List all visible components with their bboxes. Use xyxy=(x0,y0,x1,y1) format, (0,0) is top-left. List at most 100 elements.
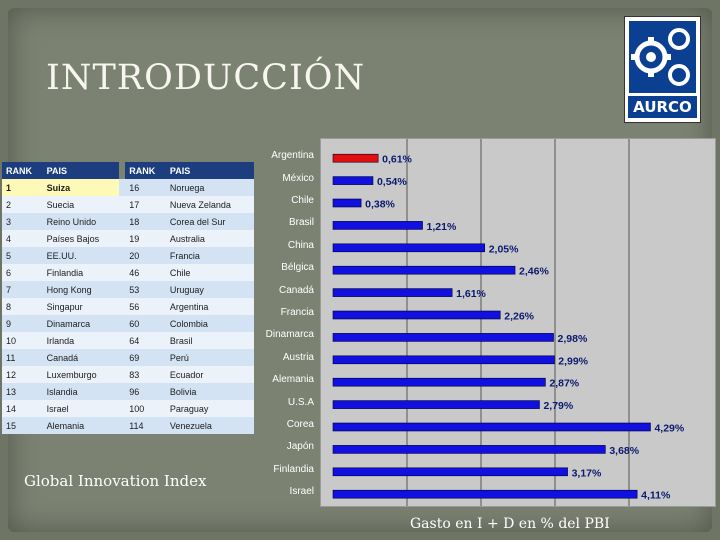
rank-cell: 83 xyxy=(125,366,166,383)
column-gap xyxy=(119,298,126,315)
country-cell: Colombia xyxy=(165,315,254,332)
country-cell: Suecia xyxy=(42,196,120,213)
data-label: 4,11% xyxy=(641,490,671,502)
table-header-row: RANK PAIS RANK PAIS xyxy=(2,162,254,179)
column-gap xyxy=(119,332,126,349)
country-cell: Noruega xyxy=(165,179,254,196)
rank-cell: 2 xyxy=(2,196,43,213)
column-gap xyxy=(119,230,126,247)
data-label: 0,38% xyxy=(365,199,395,211)
table-row: 14 Israel 100 Paraguay xyxy=(2,400,254,417)
category-label: Chile xyxy=(291,195,314,206)
rank-cell: 7 xyxy=(2,281,43,298)
rank-cell: 56 xyxy=(125,298,166,315)
table-row: 2 Suecia 17 Nueva Zelanda xyxy=(2,196,254,213)
country-cell: Ecuador xyxy=(165,366,254,383)
gii-label: Global Innovation Index xyxy=(24,472,207,490)
data-label: 4,29% xyxy=(654,423,684,435)
rank-cell: 10 xyxy=(2,332,43,349)
category-label: Austria xyxy=(282,351,314,363)
rank-cell: 114 xyxy=(125,417,166,434)
rank-cell: 15 xyxy=(2,417,43,434)
rank-cell: 1 xyxy=(2,179,43,196)
country-cell: Irlanda xyxy=(42,332,120,349)
data-label: 2,46% xyxy=(519,266,549,278)
table-row: 5 EE.UU. 20 Francia xyxy=(2,247,254,264)
country-cell: Uruguay xyxy=(165,281,254,298)
table-body: 1 Suiza 16 Noruega 2 Suecia 17 Nueva Zelanda 3 Re… xyxy=(2,179,254,434)
column-gap xyxy=(119,213,126,230)
column-gap xyxy=(119,366,126,383)
data-label: 2,98% xyxy=(558,333,588,345)
bar-argentina xyxy=(332,153,379,163)
country-cell: Israel xyxy=(42,400,120,417)
innovation-rank-table: RANK PAIS RANK PAIS 1 Suiza 16 Noruega 2 Suec… xyxy=(2,162,254,434)
column-gap xyxy=(119,349,126,366)
category-label: China xyxy=(287,239,314,251)
column-header-pais: PAIS xyxy=(42,162,120,179)
data-label: 2,79% xyxy=(543,400,573,412)
logo-text: AURCO xyxy=(628,96,697,118)
column-gap xyxy=(119,383,126,400)
bar-chart: 0,61% 0,54% 0,38% 1,21% 2,05% 2,46% 1,61% 2,26%… xyxy=(320,138,716,507)
rank-cell: 17 xyxy=(125,196,166,213)
rank-cell: 12 xyxy=(2,366,43,383)
data-label: 2,26% xyxy=(504,311,534,323)
column-gap xyxy=(119,417,126,434)
table-row: 11 Canadá 69 Perú xyxy=(2,349,254,366)
table-row: 12 Luxemburgo 83 Ecuador xyxy=(2,366,254,383)
country-cell: Francia xyxy=(165,247,254,264)
category-label: Corea xyxy=(286,419,314,430)
bar-austria xyxy=(332,355,555,365)
rank-cell: 69 xyxy=(125,349,166,366)
table-row: 8 Singapur 56 Argentina xyxy=(2,298,254,315)
category-label: Japón xyxy=(286,441,314,453)
data-label: 3,17% xyxy=(572,467,602,479)
country-cell: Perú xyxy=(165,349,254,366)
column-gap xyxy=(119,247,126,264)
column-header-pais: PAIS xyxy=(165,162,254,179)
data-label: 1,61% xyxy=(456,288,486,300)
rank-cell: 100 xyxy=(125,400,166,417)
rank-cell: 96 xyxy=(125,383,166,400)
country-cell: Alemania xyxy=(42,417,120,434)
column-header-rank: RANK xyxy=(125,162,166,179)
table-row: 3 Reino Unido 18 Corea del Sur xyxy=(2,213,254,230)
rank-cell: 14 xyxy=(2,400,43,417)
bar-usa xyxy=(332,400,540,409)
category-label: Finlandia xyxy=(273,463,314,475)
rank-cell: 9 xyxy=(2,315,43,332)
table-row: 15 Alemania 114 Venezuela xyxy=(2,417,254,434)
rank-cell: 46 xyxy=(125,264,166,281)
country-cell: Finlandia xyxy=(42,264,120,281)
country-cell: Chile xyxy=(165,264,254,281)
column-gap xyxy=(119,400,126,417)
bar-alemania xyxy=(332,377,546,387)
table-row: 9 Dinamarca 60 Colombia xyxy=(2,315,254,332)
country-cell: Singapur xyxy=(42,298,120,315)
rank-cell: 6 xyxy=(2,264,43,281)
bar-francia xyxy=(332,310,501,320)
bar-corea xyxy=(332,422,651,432)
rank-cell: 53 xyxy=(125,281,166,298)
country-cell: Nueva Zelanda xyxy=(165,196,254,213)
country-cell: Islandia xyxy=(42,383,120,400)
country-cell: Venezuela xyxy=(165,417,254,434)
column-gap xyxy=(119,179,126,196)
table-row: 7 Hong Kong 53 Uruguay xyxy=(2,281,254,298)
country-cell: EE.UU. xyxy=(42,247,120,264)
rank-cell: 8 xyxy=(2,298,43,315)
country-cell: Países Bajos xyxy=(42,230,120,247)
rank-cell: 64 xyxy=(125,332,166,349)
column-gap xyxy=(119,281,126,298)
column-gap xyxy=(119,315,126,332)
category-label: Francia xyxy=(280,307,314,318)
rank-cell: 3 xyxy=(2,213,43,230)
rank-cell: 16 xyxy=(125,179,166,196)
table-row: 1 Suiza 16 Noruega xyxy=(2,179,254,196)
rank-cell: 4 xyxy=(2,230,43,247)
country-cell: Hong Kong xyxy=(42,281,120,298)
bar-canad xyxy=(332,288,453,297)
category-label: Bélgica xyxy=(281,262,314,274)
bar-chart-svg: 0,61% 0,54% 0,38% 1,21% 2,05%2,46% 1,61% 2,26%… xyxy=(332,139,685,506)
